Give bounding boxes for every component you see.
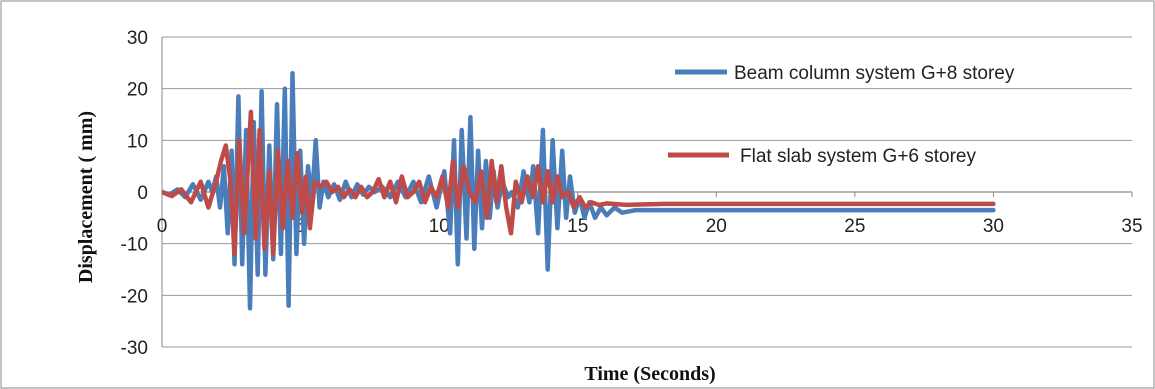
x-tick-label: 15 [567,216,588,237]
x-axis-title: Time (Seconds) [584,363,715,385]
y-tick-label: -30 [121,338,148,359]
x-tick-label: 5 [295,216,306,237]
grid-layer [161,36,1133,348]
series-line-flat-slab [162,109,996,257]
y-tick-label: 10 [127,131,148,152]
y-tick-label: -10 [121,235,148,256]
legend-label-beam: Beam column system G+8 storey [734,63,1015,84]
x-tick-label: 30 [983,216,1004,237]
x-tick-label: 35 [1121,216,1142,237]
y-axis-title: Displacement ( mm) [75,111,97,283]
y-tick-layer: 30 20 10 0 -10 -20 -30 [121,28,148,359]
series-layer [162,70,996,311]
x-tick-label: 20 [706,216,727,237]
legend-label-flat: Flat slab system G+6 storey [740,146,976,167]
y-tick-label: 20 [127,80,148,101]
x-tick-label: 25 [844,216,865,237]
y-tick-label: -20 [121,286,148,307]
y-tick-label: 0 [137,183,148,204]
legend: Beam column system G+8 storey Flat slab … [668,63,1015,167]
x-tick-label: 0 [157,216,168,237]
x-tick-label: 10 [429,216,450,237]
x-tick-layer: 0 5 10 15 20 25 30 35 [157,216,1143,237]
y-tick-label: 30 [127,28,148,49]
